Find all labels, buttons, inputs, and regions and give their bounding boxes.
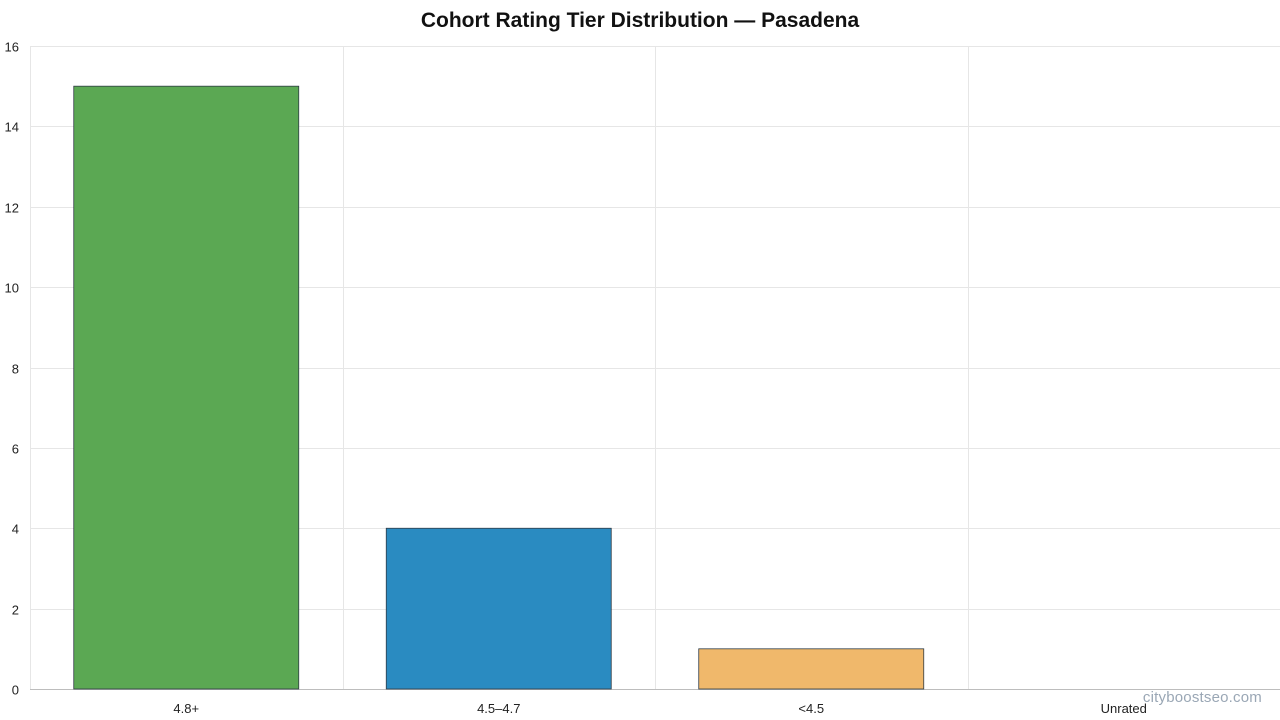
x-tick-label: 4.5–4.7 [477, 701, 520, 716]
y-tick-label: 2 [12, 603, 19, 618]
y-tick-label: 0 [12, 683, 19, 698]
bars [73, 85, 925, 690]
tick-labels: 0 2 4 6 8 10 12 14 16 4.8+ 4.5–4.7 <4.5 Unrated [5, 40, 1147, 717]
chart-title: Cohort Rating Tier Distribution — Pasade… [420, 9, 860, 32]
x-tick-label: <4.5 [798, 701, 824, 716]
x-tick-label: Unrated [1101, 701, 1147, 716]
watermark: cityboostseo.com [1142, 689, 1262, 706]
y-tick-label: 4 [12, 522, 19, 537]
bar-1 [385, 527, 612, 690]
y-tick-label: 12 [5, 201, 19, 216]
y-tick-label: 14 [5, 120, 19, 135]
y-tick-label: 8 [12, 362, 19, 377]
bar-0 [73, 85, 300, 690]
bar-2 [698, 648, 925, 690]
y-tick-label: 6 [12, 442, 19, 457]
y-tick-label: 10 [5, 281, 19, 296]
y-tick-label: 16 [5, 40, 19, 55]
x-tick-label: 4.8+ [173, 701, 199, 716]
